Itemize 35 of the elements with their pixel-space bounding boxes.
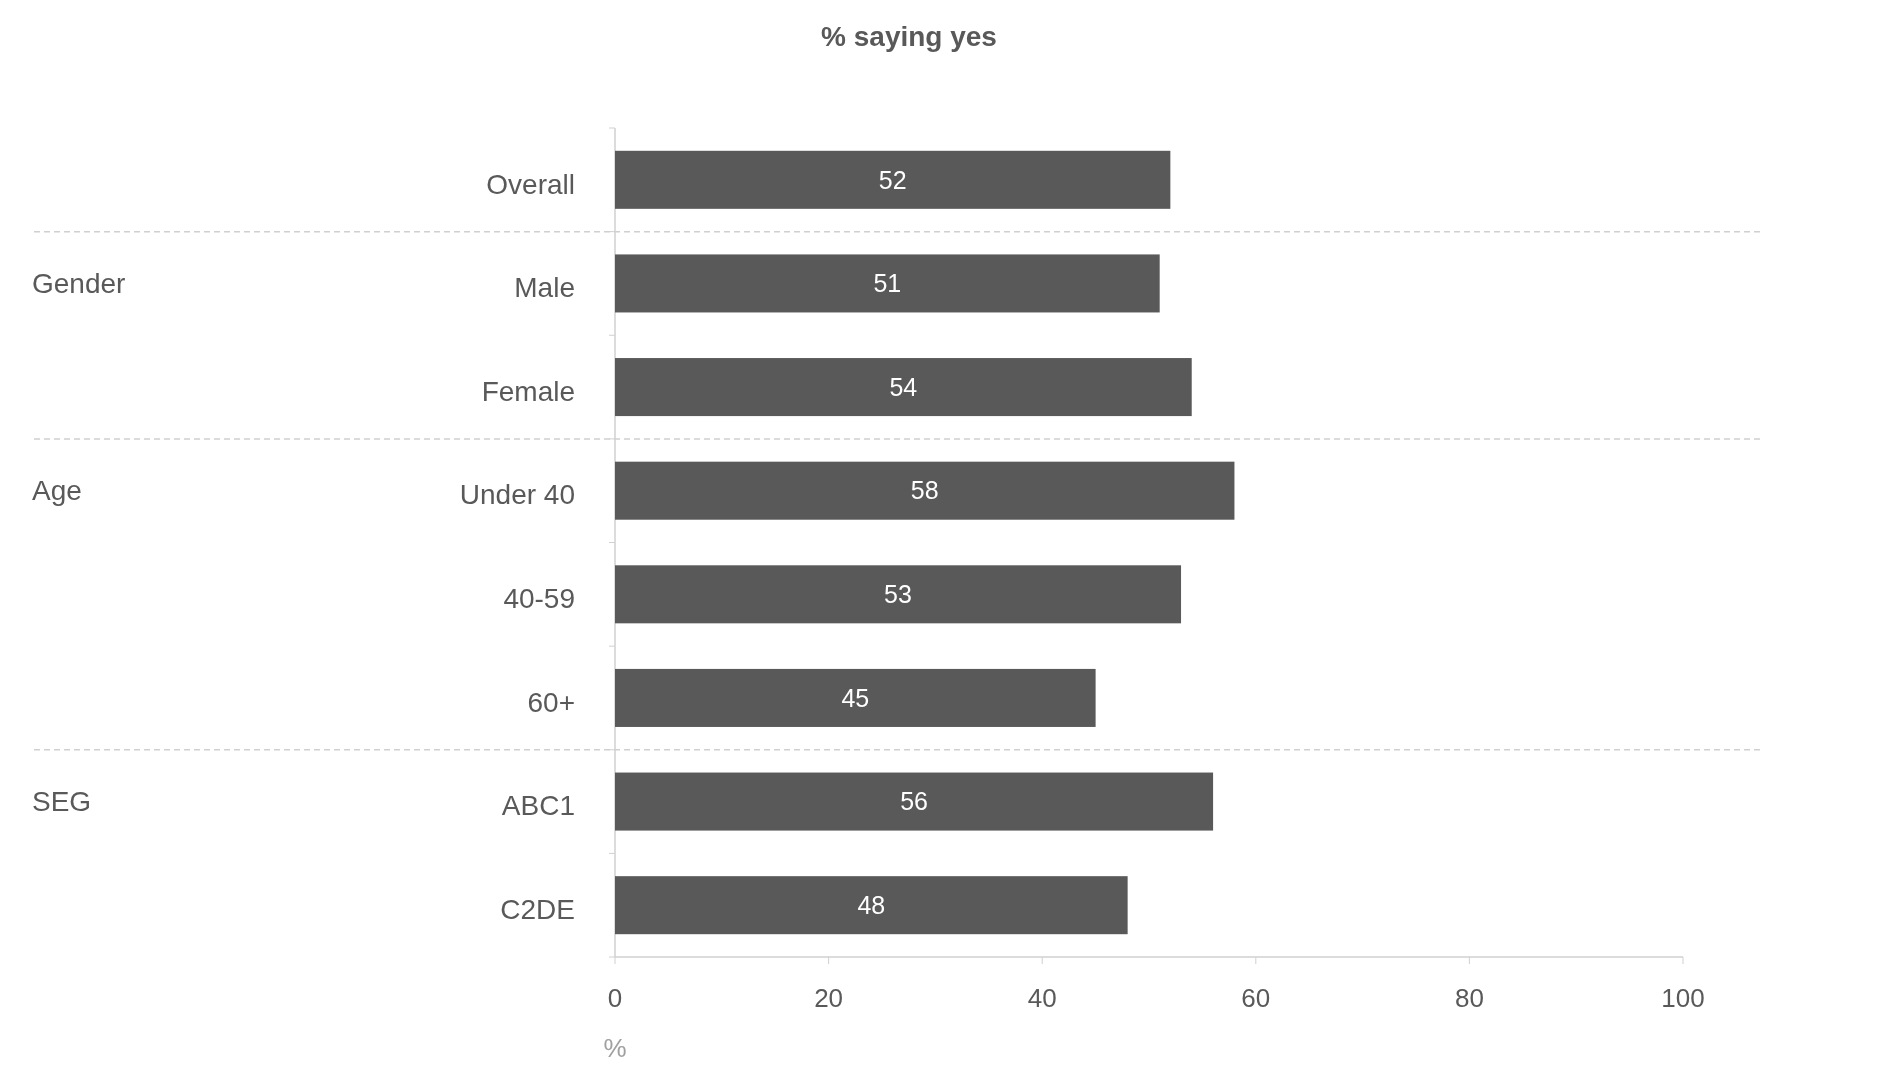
y-tick-label: ABC1 (501, 790, 575, 822)
x-tick-label: 40 (1027, 983, 1057, 1013)
data-label: 58 (910, 476, 939, 505)
y-tick-label: 60+ (527, 686, 575, 718)
bar (615, 772, 1214, 831)
chart-title: % saying yes (821, 21, 997, 52)
bar (615, 668, 1096, 727)
bar (615, 461, 1235, 520)
text: SEG (32, 786, 92, 818)
y-tick-label: Under 40 (459, 479, 575, 511)
y-tick-label: 40-59 (503, 583, 575, 615)
x-tick-label: 60 (1241, 983, 1271, 1013)
bar (615, 358, 1192, 417)
text: Age (32, 475, 82, 507)
data-label: 52 (878, 165, 907, 194)
bar (615, 565, 1182, 624)
data-label: 56 (900, 787, 928, 816)
y-tick-label: Male (514, 272, 575, 304)
y-tick-label: C2DE (500, 893, 575, 925)
data-label: 45 (841, 683, 870, 712)
y-tick-label: Female (481, 375, 575, 407)
x-tick-label: 100 (1661, 983, 1705, 1013)
x-tick-label: 20 (814, 983, 844, 1013)
data-label: 54 (889, 372, 918, 401)
x-axis-title: % (603, 1033, 627, 1063)
data-label: 53 (884, 580, 912, 609)
data-label: 51 (873, 269, 902, 298)
bar (615, 254, 1160, 313)
data-label: 48 (857, 890, 886, 919)
bar (615, 876, 1128, 935)
text: Gender (32, 268, 126, 300)
y-tick-label: Overall (486, 168, 575, 200)
x-tick-label: 0 (607, 983, 623, 1013)
bar (615, 150, 1171, 209)
x-tick-label: 80 (1454, 983, 1484, 1013)
